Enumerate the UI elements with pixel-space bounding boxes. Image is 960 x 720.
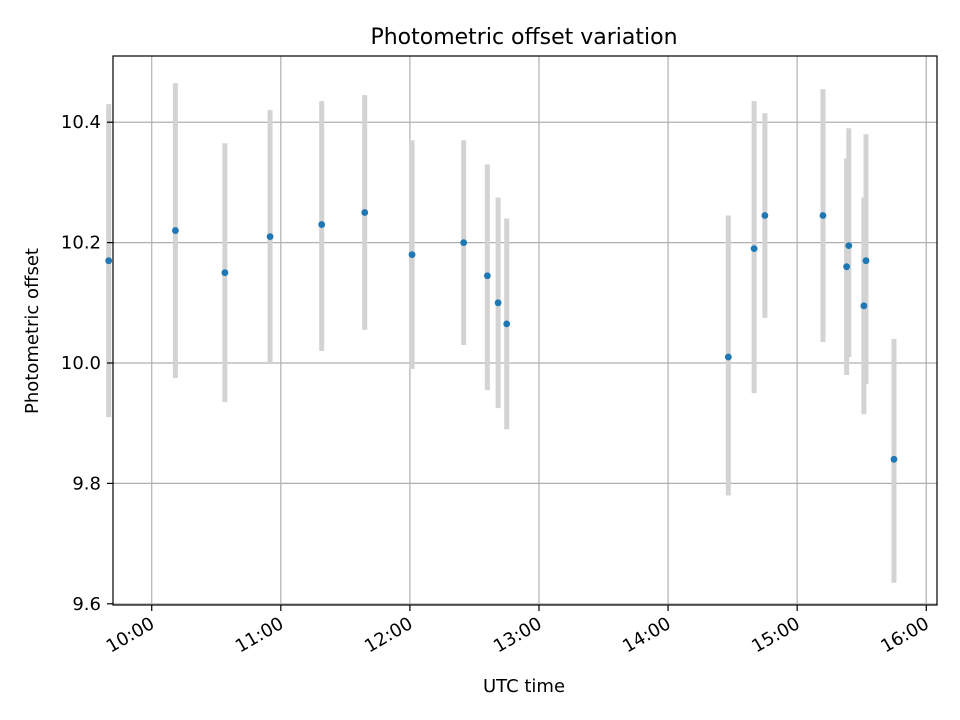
y-tick-label: 9.8 <box>72 473 101 494</box>
data-points <box>105 209 898 463</box>
y-tick-label: 10.2 <box>61 233 101 254</box>
data-point <box>890 455 898 463</box>
y-axis-ticks: 9.6 9.8 10.0 10.2 10.4 <box>61 112 113 615</box>
data-point <box>845 242 853 250</box>
data-point <box>105 257 113 265</box>
data-point <box>494 299 502 307</box>
data-point <box>724 353 732 361</box>
data-point <box>483 272 491 280</box>
data-point <box>171 227 179 234</box>
chart-title: Photometric offset variation <box>370 25 677 50</box>
data-point <box>860 302 868 310</box>
y-tick-label: 9.6 <box>72 594 101 615</box>
data-point <box>221 269 229 277</box>
y-tick-label: 10.0 <box>61 353 101 374</box>
data-point <box>361 209 369 216</box>
data-point <box>318 221 326 228</box>
plot-frame <box>112 55 938 606</box>
data-point <box>843 263 851 271</box>
data-point <box>862 257 870 265</box>
data-point <box>750 245 758 253</box>
y-tick-label: 10.4 <box>61 112 101 133</box>
data-point <box>819 212 827 219</box>
data-point <box>408 251 416 259</box>
x-axis-label: UTC time <box>483 676 565 697</box>
data-point <box>460 239 468 247</box>
data-point <box>266 233 274 240</box>
y-axis-label: Photometric offset <box>22 248 43 414</box>
data-point <box>761 212 769 219</box>
data-point <box>503 320 511 328</box>
